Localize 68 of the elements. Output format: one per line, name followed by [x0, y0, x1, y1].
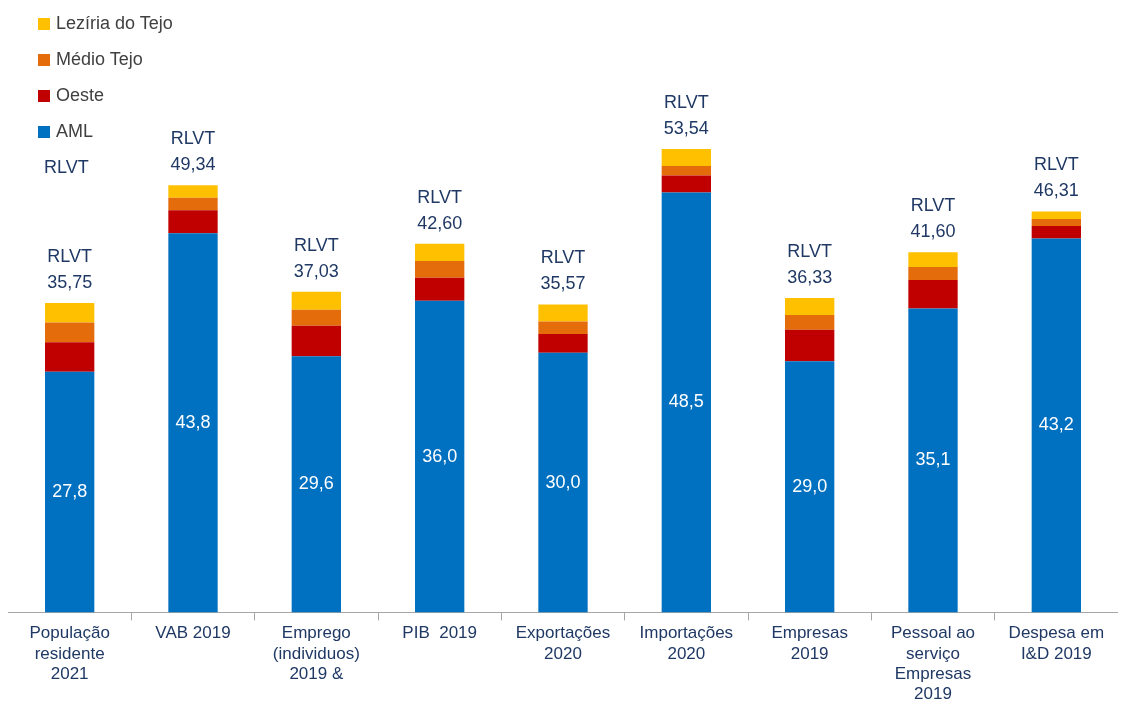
bar	[45, 322, 95, 343]
bar	[45, 342, 95, 372]
bar	[661, 192, 711, 613]
bar	[168, 233, 218, 613]
legend-label: Oeste	[56, 84, 105, 105]
bar	[538, 304, 588, 322]
bar	[661, 175, 711, 193]
bar	[1031, 238, 1081, 613]
data-label: 36,0	[422, 445, 458, 466]
bar	[538, 352, 588, 613]
bar	[785, 329, 835, 362]
bar	[168, 210, 218, 234]
bar	[291, 356, 341, 613]
bar	[661, 165, 711, 176]
bar	[538, 321, 588, 334]
bar	[415, 300, 465, 613]
total-label: RLVT 46,31	[1033, 154, 1079, 201]
x-tick-label: Exportações 2020	[515, 623, 611, 663]
total-label: RLVT 37,03	[293, 234, 339, 281]
bar	[908, 308, 958, 613]
bar	[415, 277, 465, 301]
total-label: RLVT 49,34	[170, 128, 216, 175]
data-label: 35,1	[915, 449, 951, 470]
data-label: 43,2	[1038, 414, 1074, 435]
bar	[1031, 211, 1081, 219]
annotation: RLVT	[44, 156, 89, 177]
x-tick-label: Empresas 2019	[771, 623, 848, 663]
bar	[785, 297, 835, 316]
bar	[785, 361, 835, 613]
total-label: RLVT 41,60	[910, 195, 956, 242]
total-label: RLVT 36,33	[787, 240, 833, 287]
bar	[538, 333, 588, 353]
bar	[661, 148, 711, 166]
total-label: RLVT 35,57	[540, 247, 586, 294]
data-label: 29,0	[792, 475, 828, 496]
data-label: 30,0	[545, 471, 581, 492]
x-tick-label: VAB 2019	[155, 623, 231, 643]
data-label: 29,6	[298, 473, 334, 494]
x-tick-label: PIB 2019	[402, 623, 477, 643]
data-label: 43,8	[175, 411, 211, 432]
bar	[168, 185, 218, 198]
bar	[168, 197, 218, 211]
bar	[291, 325, 341, 357]
x-tick-label: Pessoal ao serviço Empresas 2019	[890, 623, 976, 704]
bar	[908, 252, 958, 267]
legend-label: Médio Tejo	[56, 48, 143, 69]
bar	[45, 302, 95, 323]
total-label: RLVT 42,60	[417, 186, 463, 233]
bar	[908, 279, 958, 309]
legend-label: Lezíria do Tejo	[56, 12, 173, 33]
bar	[1031, 218, 1081, 226]
bar	[415, 261, 465, 278]
data-label: 48,5	[668, 391, 704, 412]
bar	[45, 371, 95, 613]
bar	[415, 243, 465, 262]
x-tick-label: Emprego (individuos) 2019 &	[272, 623, 360, 684]
legend-label: AML	[56, 120, 94, 141]
bar	[291, 291, 341, 310]
bar	[291, 309, 341, 326]
data-label: 27,8	[52, 481, 88, 502]
bar	[785, 315, 835, 330]
bar	[1031, 225, 1081, 239]
x-tick-label: População residente 2021	[29, 623, 110, 684]
total-label: RLVT 35,75	[47, 245, 93, 292]
x-tick-label: Importações 2020	[639, 623, 734, 663]
total-label: RLVT 53,54	[663, 91, 709, 138]
bar	[908, 267, 958, 280]
x-tick-label: Despesa em I&D 2019	[1008, 623, 1105, 663]
